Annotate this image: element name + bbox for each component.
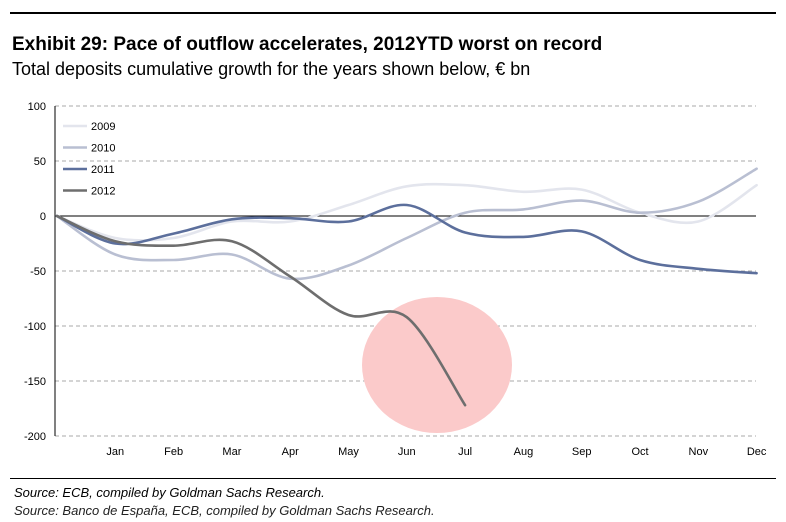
x-tick-label: Mar <box>222 446 241 458</box>
axes: 100 50 0 -50 -100 -150 -200 Jan Feb Mar Apr May Jun J… <box>24 101 767 458</box>
x-tick-label: Oct <box>631 446 648 458</box>
x-tick-label: May <box>338 446 359 458</box>
x-tick-label: Apr <box>282 446 299 458</box>
series-line-2011 <box>55 203 758 275</box>
top-rule <box>10 12 776 14</box>
y-tick-label: 0 <box>40 211 46 223</box>
x-tick-label: Dec <box>747 446 767 458</box>
y-tick-label: -200 <box>24 431 46 443</box>
highlight-circle <box>362 297 512 433</box>
y-tick-label: 100 <box>28 101 46 113</box>
x-tick-label: Nov <box>689 446 709 458</box>
x-tick-label: Jan <box>106 446 124 458</box>
x-tick-label: Aug <box>514 446 534 458</box>
x-tick-label: Jun <box>398 446 416 458</box>
legend-label-2011: 2011 <box>91 164 115 176</box>
series-line-2010 <box>55 167 758 281</box>
x-tick-label: Feb <box>164 446 183 458</box>
series-lines <box>55 167 758 407</box>
bottom-rule <box>10 478 776 479</box>
source-note: Source: ECB, compiled by Goldman Sachs R… <box>14 485 325 500</box>
exhibit-subtitle: Total deposits cumulative growth for the… <box>12 59 531 79</box>
x-tick-label: Jul <box>458 446 472 458</box>
legend-label-2009: 2009 <box>91 121 115 133</box>
line-chart: 100 50 0 -50 -100 -150 -200 Jan Feb Mar Apr May Jun J… <box>24 101 767 458</box>
source-note-secondary: Source: Banco de España, ECB, compiled b… <box>14 503 435 518</box>
y-tick-label: -150 <box>24 376 46 388</box>
legend-label-2012: 2012 <box>91 186 115 198</box>
series-line-2012 <box>55 214 467 407</box>
y-tick-label: -100 <box>24 321 46 333</box>
legend-label-2010: 2010 <box>91 143 115 155</box>
y-tick-label: 50 <box>34 156 46 168</box>
legend: 2009 2010 2011 2012 <box>63 121 115 198</box>
x-tick-label: Sep <box>572 446 592 458</box>
exhibit-title: Exhibit 29: Pace of outflow accelerates,… <box>12 34 603 55</box>
y-tick-label: -50 <box>30 266 46 278</box>
